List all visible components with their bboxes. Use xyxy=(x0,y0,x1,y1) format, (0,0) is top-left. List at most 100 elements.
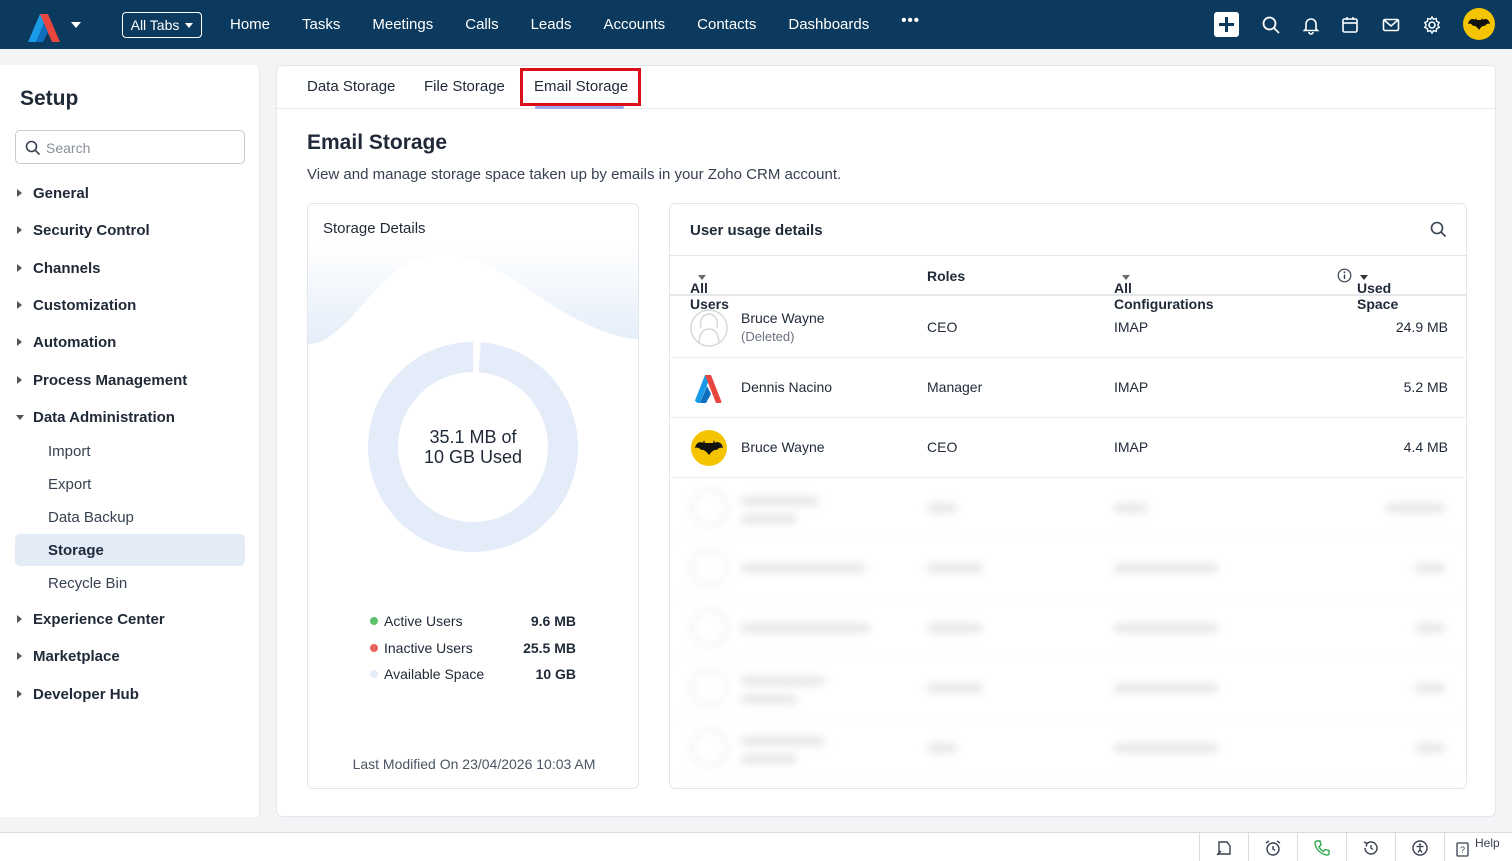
all-tabs-label: All Tabs xyxy=(130,17,180,33)
sidebar-item-experience-center[interactable]: Experience Center xyxy=(15,603,245,635)
user-name: Dennis Nacino xyxy=(741,379,833,395)
bottom-chat-button[interactable] xyxy=(1199,833,1248,861)
column-label: All Users xyxy=(690,280,729,312)
nav-tasks[interactable]: Tasks xyxy=(302,16,341,33)
bottom-accessibility-button[interactable] xyxy=(1395,833,1444,861)
sidebar-subitem-export[interactable]: Export xyxy=(48,475,92,493)
donut-center-line2: 10 GB Used xyxy=(423,447,523,467)
storage-details-card: Storage Details 35.1 MB of 10 GB Used Ac… xyxy=(307,203,639,789)
search-icon[interactable] xyxy=(1261,15,1281,35)
used-space-sort[interactable]: Used Space xyxy=(1337,268,1398,312)
sidebar-subitem-import[interactable]: Import xyxy=(48,442,91,460)
bottom-phone-button[interactable] xyxy=(1297,833,1346,861)
calendar-icon[interactable] xyxy=(1340,15,1360,35)
storage-tabs: Data Storage File Storage Email Storage xyxy=(277,66,1497,109)
nav-meetings[interactable]: Meetings xyxy=(372,16,434,33)
phone-icon xyxy=(1314,840,1330,856)
roles-column-header: Roles xyxy=(927,268,966,284)
user-status: (Deleted) xyxy=(741,329,795,344)
bottom-reminder-button[interactable] xyxy=(1248,833,1297,861)
sidebar-item-channels[interactable]: Channels xyxy=(15,252,245,284)
sidebar-item-customization[interactable]: Customization xyxy=(15,289,245,321)
sidebar-subitem-storage[interactable]: Storage xyxy=(15,534,245,566)
tab-email-storage[interactable]: Email Storage xyxy=(534,78,629,95)
all-users-filter[interactable]: All Users xyxy=(690,268,729,312)
legend-available-space: Available Space 10 GB xyxy=(370,664,576,684)
sidebar-item-marketplace[interactable]: Marketplace xyxy=(15,640,245,672)
svg-text:?: ? xyxy=(1460,845,1465,855)
table-row[interactable]: Dennis Nacino Manager IMAP 5.2 MB xyxy=(670,358,1466,418)
batman-logo-icon xyxy=(1468,18,1490,30)
chevron-right-icon xyxy=(17,264,22,272)
nav-home[interactable]: Home xyxy=(230,16,271,33)
legend-dot xyxy=(370,670,378,678)
tab-file-storage[interactable]: File Storage xyxy=(424,78,505,95)
chevron-right-icon xyxy=(17,338,22,346)
sidebar-subitem-data-backup[interactable]: Data Backup xyxy=(48,508,134,526)
bottom-history-button[interactable] xyxy=(1346,833,1395,861)
user-used-space: 4.4 MB xyxy=(1403,439,1448,455)
all-configurations-filter[interactable]: All Configurations xyxy=(1114,268,1214,312)
legend-dot xyxy=(370,644,378,652)
bottom-help-button[interactable]: ? xyxy=(1444,833,1512,861)
sidebar-search[interactable] xyxy=(15,130,245,164)
legend-value: 9.6 MB xyxy=(530,613,576,629)
chevron-down-icon xyxy=(1122,274,1130,280)
sidebar-item-label: General xyxy=(33,184,89,202)
last-modified-text: Last Modified On 23/04/2026 10:03 AM xyxy=(352,756,596,772)
sidebar-search-input[interactable] xyxy=(46,138,236,158)
nav-leads[interactable]: Leads xyxy=(530,16,572,33)
zoho-crm-logo-icon[interactable] xyxy=(26,10,68,44)
column-label: All Configurations xyxy=(1114,280,1214,312)
info-icon xyxy=(1337,268,1352,283)
sidebar-item-security-control[interactable]: Security Control xyxy=(15,214,245,246)
more-tabs-button[interactable]: ••• xyxy=(901,12,921,29)
sidebar-item-automation[interactable]: Automation xyxy=(15,326,245,358)
sidebar-subitem-recycle-bin[interactable]: Recycle Bin xyxy=(48,574,128,592)
legend-label: Available Space xyxy=(384,666,485,682)
alarm-clock-icon xyxy=(1265,840,1281,856)
legend-inactive-users: Inactive Users 25.5 MB xyxy=(370,638,576,658)
column-label: Used Space xyxy=(1357,280,1399,312)
nav-contacts[interactable]: Contacts xyxy=(697,16,757,33)
sidebar-item-label: Channels xyxy=(33,259,101,277)
user-role: CEO xyxy=(927,439,958,455)
legend-label: Inactive Users xyxy=(384,640,473,656)
user-role: Manager xyxy=(927,379,983,395)
table-row[interactable]: Bruce Wayne (Deleted) CEO IMAP 24.9 MB xyxy=(670,298,1466,358)
storage-donut-chart xyxy=(368,342,578,552)
mail-icon[interactable] xyxy=(1381,15,1401,35)
bell-icon[interactable] xyxy=(1301,15,1321,35)
blurred-table-row xyxy=(670,658,1466,718)
blurred-table-row xyxy=(670,478,1466,538)
gear-icon[interactable] xyxy=(1422,15,1442,35)
chevron-right-icon xyxy=(17,189,22,197)
page-description: View and manage storage space taken up b… xyxy=(307,166,842,183)
all-tabs-button[interactable]: All Tabs xyxy=(122,12,202,38)
app-switcher-caret-icon[interactable] xyxy=(71,22,81,28)
nav-calls[interactable]: Calls xyxy=(465,16,499,33)
user-role: CEO xyxy=(927,319,958,335)
donut-center-line1: 35.1 MB of xyxy=(429,427,517,447)
sidebar-item-developer-hub[interactable]: Developer Hub xyxy=(15,678,245,710)
user-configuration: IMAP xyxy=(1114,439,1149,455)
default-avatar xyxy=(690,309,728,347)
nav-accounts[interactable]: Accounts xyxy=(603,16,666,33)
tab-data-storage[interactable]: Data Storage xyxy=(307,78,396,95)
main-nav: Home Tasks Meetings Calls Leads Accounts… xyxy=(214,0,936,49)
sidebar-item-process-management[interactable]: Process Management xyxy=(15,364,245,396)
search-icon[interactable] xyxy=(1430,221,1447,238)
nav-dashboards[interactable]: Dashboards xyxy=(788,16,870,33)
accessibility-icon xyxy=(1412,840,1428,856)
chevron-right-icon xyxy=(17,301,22,309)
table-row[interactable]: Bruce Wayne CEO IMAP 4.4 MB xyxy=(670,418,1466,478)
storage-details-title: Storage Details xyxy=(323,220,426,237)
user-used-space: 24.9 MB xyxy=(1395,319,1448,335)
chevron-down-icon xyxy=(16,414,24,420)
create-new-button[interactable] xyxy=(1214,12,1239,37)
sidebar-item-data-administration[interactable]: Data Administration xyxy=(15,401,245,433)
sidebar-item-general[interactable]: General xyxy=(15,177,245,209)
search-icon xyxy=(25,140,41,156)
user-avatar[interactable] xyxy=(1463,8,1495,40)
sidebar-item-label: Experience Center xyxy=(33,610,165,628)
